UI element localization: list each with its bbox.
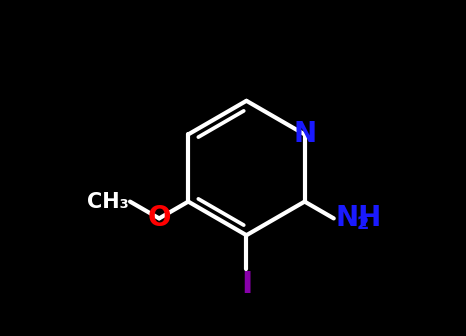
Text: N: N	[293, 120, 316, 149]
Text: NH: NH	[336, 204, 382, 233]
Text: O: O	[147, 204, 171, 233]
Text: CH₃: CH₃	[87, 192, 128, 212]
Text: 2: 2	[356, 215, 369, 234]
Text: I: I	[241, 270, 252, 299]
